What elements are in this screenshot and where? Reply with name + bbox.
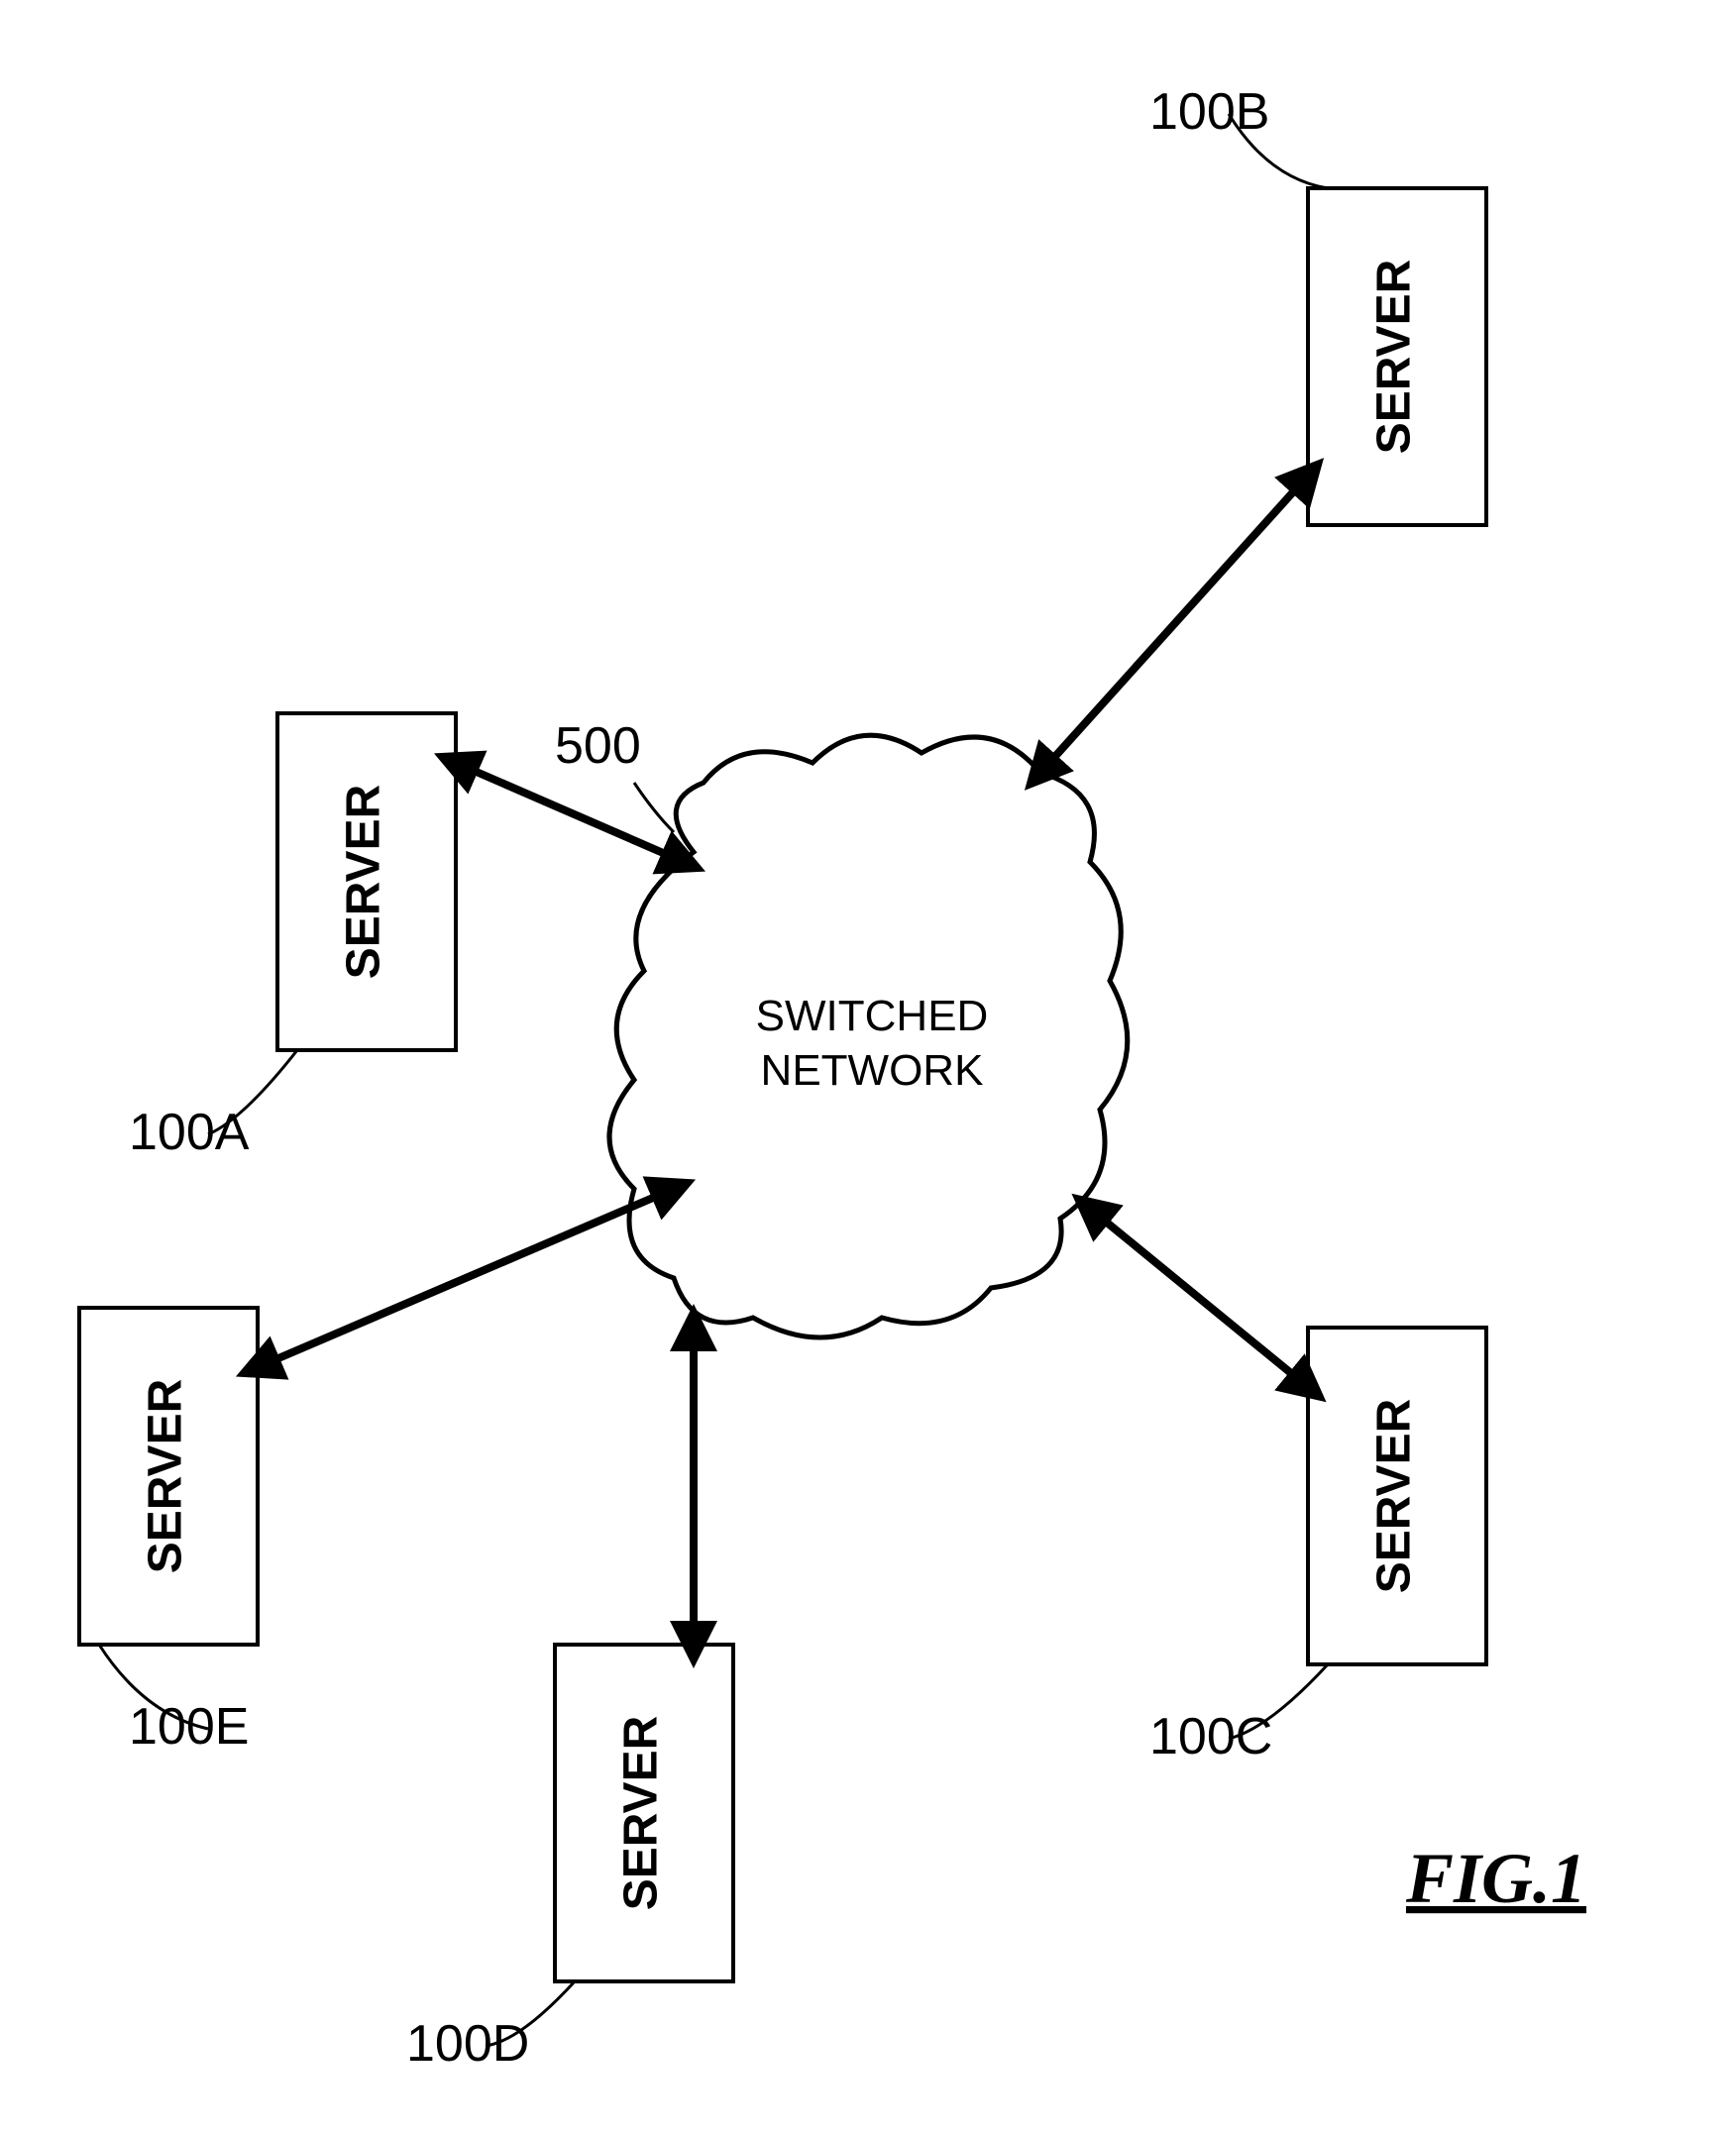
network-diagram: SWITCHED NETWORK 500 SERVER 100A SERVER 100… <box>0 0 1736 2130</box>
server-ref-label: 100D <box>406 2015 529 2073</box>
server-ref-label: 100C <box>1149 1708 1272 1765</box>
server-node-100E: SERVER 100E <box>79 1189 674 1756</box>
connection-arrow <box>1040 476 1308 773</box>
center-cloud: SWITCHED NETWORK <box>609 735 1128 1337</box>
server-node-100C: SERVER 100C <box>1090 1209 1486 1765</box>
server-ref-label: 100A <box>129 1104 250 1161</box>
connection-arrow <box>456 763 684 862</box>
center-label-line2: NETWORK <box>761 1046 984 1095</box>
server-label: SERVER <box>140 1379 192 1574</box>
server-label: SERVER <box>615 1716 668 1911</box>
server-node-100B: SERVER 100B <box>1040 83 1486 773</box>
center-label-line1: SWITCHED <box>756 992 989 1040</box>
connection-arrow <box>1090 1209 1308 1387</box>
server-ref-label: 100E <box>129 1698 249 1756</box>
figure-label: FIG.1 <box>1405 1839 1586 1918</box>
server-ref-label: 100B <box>1149 83 1269 141</box>
diagram-svg: SWITCHED NETWORK 500 SERVER 100A SERVER 100… <box>0 0 1736 2130</box>
center-ref-text: 500 <box>555 717 641 775</box>
server-label: SERVER <box>1368 1399 1421 1594</box>
server-label: SERVER <box>1368 260 1421 455</box>
server-node-100D: SERVER 100D <box>406 1328 733 2073</box>
connection-arrow <box>258 1189 674 1367</box>
server-node-100A: SERVER 100A <box>129 713 684 1161</box>
server-label: SERVER <box>338 785 390 980</box>
